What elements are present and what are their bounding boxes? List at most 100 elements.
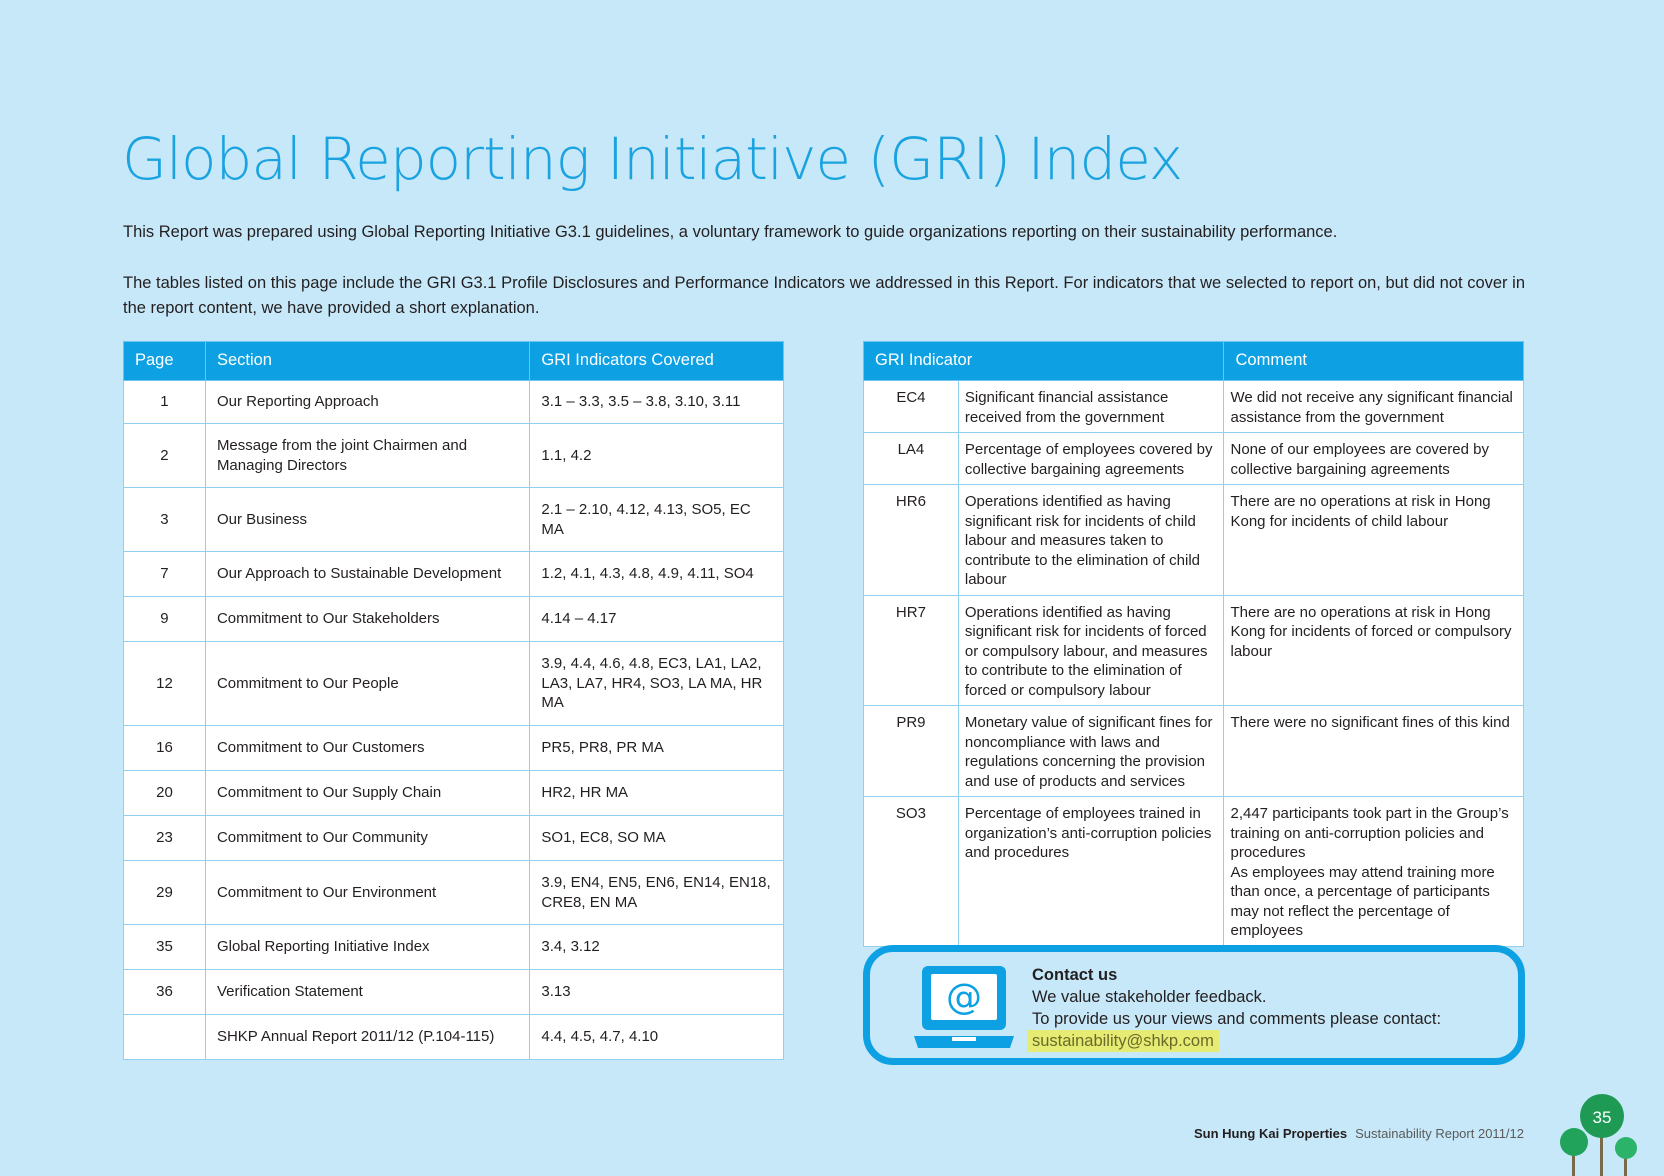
svg-text:@: @: [946, 977, 982, 1018]
table-row: 9 Commitment to Our Stakeholders 4.14 – 4.…: [123, 596, 784, 642]
section-cell: Our Business: [204, 487, 531, 552]
table-row: EC4 Significant financial assistance rece…: [863, 380, 1524, 433]
section-cell: Commitment to Our Community: [204, 815, 531, 861]
comment-text: There are no operations at risk in Hong …: [1230, 493, 1491, 530]
table-row: SO3 Percentage of employees trained in or…: [863, 796, 1524, 947]
comment-cell: We did not receive any significant finan…: [1223, 380, 1524, 433]
table-row: LA4 Percentage of employees covered by co…: [863, 432, 1524, 485]
section-cell: SHKP Annual Report 2011/12 (P.104-115): [204, 1014, 531, 1060]
table-row: 3 Our Business 2.1 – 2.10, 4.12, 4.13, SO5…: [123, 487, 784, 552]
section-cell: Commitment to Our Environment: [204, 860, 531, 925]
table-row: HR6 Operations identified as having signi…: [863, 484, 1524, 596]
table-row: PR9 Monetary value of significant fines f…: [863, 705, 1524, 797]
page-cell: 23: [123, 815, 206, 861]
page-cell: 36: [123, 969, 206, 1015]
table-header-row: GRI Indicator Comment: [862, 341, 1524, 381]
contact-heading: Contact us: [1032, 966, 1118, 984]
indicator-code-cell: PR9: [863, 705, 959, 797]
indicators-cell: HR2, HR MA: [529, 770, 784, 816]
comment-text: None of our employees are covered by col…: [1230, 441, 1489, 478]
indicators-cell: 2.1 – 2.10, 4.12, 4.13, SO5, EC MA: [529, 487, 784, 552]
footer-report-title: Sustainability Report 2011/12: [1355, 1126, 1524, 1141]
section-cell: Verification Statement: [204, 969, 531, 1015]
table-row: HR7 Operations identified as having signi…: [863, 594, 1524, 706]
comment-cell: There are no operations at risk in Hong …: [1223, 484, 1524, 596]
footer-brand: Sun Hung Kai Properties: [1193, 1126, 1348, 1141]
table-row: 12 Commitment to Our People 3.9, 4.4, 4.6,…: [123, 641, 784, 726]
tree-page-badge: 35: [1560, 1094, 1637, 1176]
header-gri-indicator: GRI Indicator: [862, 341, 1225, 381]
table-row: 35 Global Reporting Initiative Index 3.4, …: [123, 924, 784, 970]
indicator-description-cell: Percentage of employees trained in organ…: [957, 796, 1225, 947]
laptop-email-icon: @: [914, 966, 1014, 1048]
indicators-cell: 3.13: [529, 969, 784, 1015]
indicators-cell: 3.1 – 3.3, 3.5 – 3.8, 3.10, 3.11: [529, 380, 784, 424]
page-cell: 16: [123, 725, 206, 771]
comment-cell: None of our employees are covered by col…: [1223, 432, 1524, 485]
section-cell: Our Reporting Approach: [204, 380, 531, 424]
footer: Sun Hung Kai Properties Sustainability Re…: [1194, 1126, 1524, 1141]
gri-comment-table: GRI Indicator Comment EC4 Significant fin…: [862, 341, 1524, 947]
indicators-cell: 4.14 – 4.17: [529, 596, 784, 642]
indicators-cell: PR5, PR8, PR MA: [529, 725, 784, 771]
page-number: 35: [1593, 1108, 1612, 1127]
indicator-description-cell: Operations identified as having signific…: [957, 484, 1225, 596]
section-cell: Commitment to Our People: [204, 641, 531, 726]
comment-text: 2,447 participants took part in the Grou…: [1230, 805, 1509, 861]
header-section: Section: [204, 341, 531, 381]
contact-email-link[interactable]: sustainability@shkp.com: [1027, 1030, 1219, 1052]
table-row: 7 Our Approach to Sustainable Development…: [123, 551, 784, 597]
intro-paragraph-1: This Report was prepared using Global Re…: [123, 223, 1338, 241]
page-cell: 1: [123, 380, 206, 424]
table-row: 20 Commitment to Our Supply Chain HR2, HR …: [123, 770, 784, 816]
indicator-code-cell: SO3: [863, 796, 959, 947]
header-page: Page: [123, 341, 206, 381]
indicators-cell: 3.9, 4.4, 4.6, 4.8, EC3, LA1, LA2, LA3, …: [529, 641, 784, 726]
table-row: 16 Commitment to Our Customers PR5, PR8, P…: [123, 725, 784, 771]
indicator-description-cell: Monetary value of significant fines for …: [957, 705, 1225, 797]
section-cell: Message from the joint Chairmen and Mana…: [204, 423, 531, 488]
table-row: 23 Commitment to Our Community SO1, EC8, S…: [123, 815, 784, 861]
header-comment: Comment: [1223, 341, 1524, 381]
page-cell: 29: [123, 860, 206, 925]
page-cell: [123, 1014, 206, 1060]
header-indicators: GRI Indicators Covered: [529, 341, 784, 381]
table-row: 29 Commitment to Our Environment 3.9, EN4,…: [123, 860, 784, 925]
page-cell: 7: [123, 551, 206, 597]
indicators-cell: 4.4, 4.5, 4.7, 4.10: [529, 1014, 784, 1060]
page-cell: 2: [123, 423, 206, 488]
section-cell: Commitment to Our Stakeholders: [204, 596, 531, 642]
comment-text: There were no significant fines of this …: [1230, 714, 1510, 731]
page-cell: 12: [123, 641, 206, 726]
comment-text: There are no operations at risk in Hong …: [1230, 603, 1512, 660]
indicators-cell: 3.9, EN4, EN5, EN6, EN14, EN18, CRE8, EN…: [529, 860, 784, 925]
indicators-cell: SO1, EC8, SO MA: [529, 815, 784, 861]
contact-box: @ Contact us We value stakeholder feedba…: [863, 945, 1525, 1065]
page-cell: 35: [123, 924, 206, 970]
indicators-cell: 3.4, 3.12: [529, 924, 784, 970]
indicator-code-cell: HR6: [863, 484, 959, 596]
table-row: 2 Message from the joint Chairmen and Man…: [123, 423, 784, 488]
gri-coverage-table: Page Section GRI Indicators Covered 1 Our…: [123, 341, 784, 1060]
indicator-code-cell: HR7: [863, 594, 959, 706]
indicators-cell: 1.1, 4.2: [529, 423, 784, 488]
indicator-description-cell: Operations identified as having signific…: [957, 594, 1225, 706]
section-cell: Commitment to Our Supply Chain: [204, 770, 531, 816]
page-cell: 9: [123, 596, 206, 642]
comment-cell: There are no operations at risk in Hong …: [1223, 594, 1524, 706]
comment-text-extra: As employees may attend training more th…: [1230, 863, 1495, 940]
table-row: 1 Our Reporting Approach 3.1 – 3.3, 3.5 – …: [123, 380, 784, 424]
page-title: Global Reporting Initiative (GRI) Index: [122, 125, 1183, 193]
table-row: 36 Verification Statement 3.13: [123, 969, 784, 1015]
contact-line-2: To provide us your views and comments pl…: [1032, 1010, 1442, 1028]
comment-cell: 2,447 participants took part in the Grou…: [1223, 796, 1524, 947]
section-cell: Commitment to Our Customers: [204, 725, 531, 771]
contact-line-1: We value stakeholder feedback.: [1032, 988, 1267, 1006]
indicator-description-cell: Significant financial assistance receive…: [957, 380, 1225, 433]
table-header-row: Page Section GRI Indicators Covered: [123, 341, 784, 381]
comment-cell: There were no significant fines of this …: [1223, 705, 1524, 797]
section-cell: Global Reporting Initiative Index: [204, 924, 531, 970]
indicator-description-cell: Percentage of employees covered by colle…: [957, 432, 1225, 485]
page-cell: 20: [123, 770, 206, 816]
comment-text: We did not receive any significant finan…: [1230, 389, 1513, 426]
